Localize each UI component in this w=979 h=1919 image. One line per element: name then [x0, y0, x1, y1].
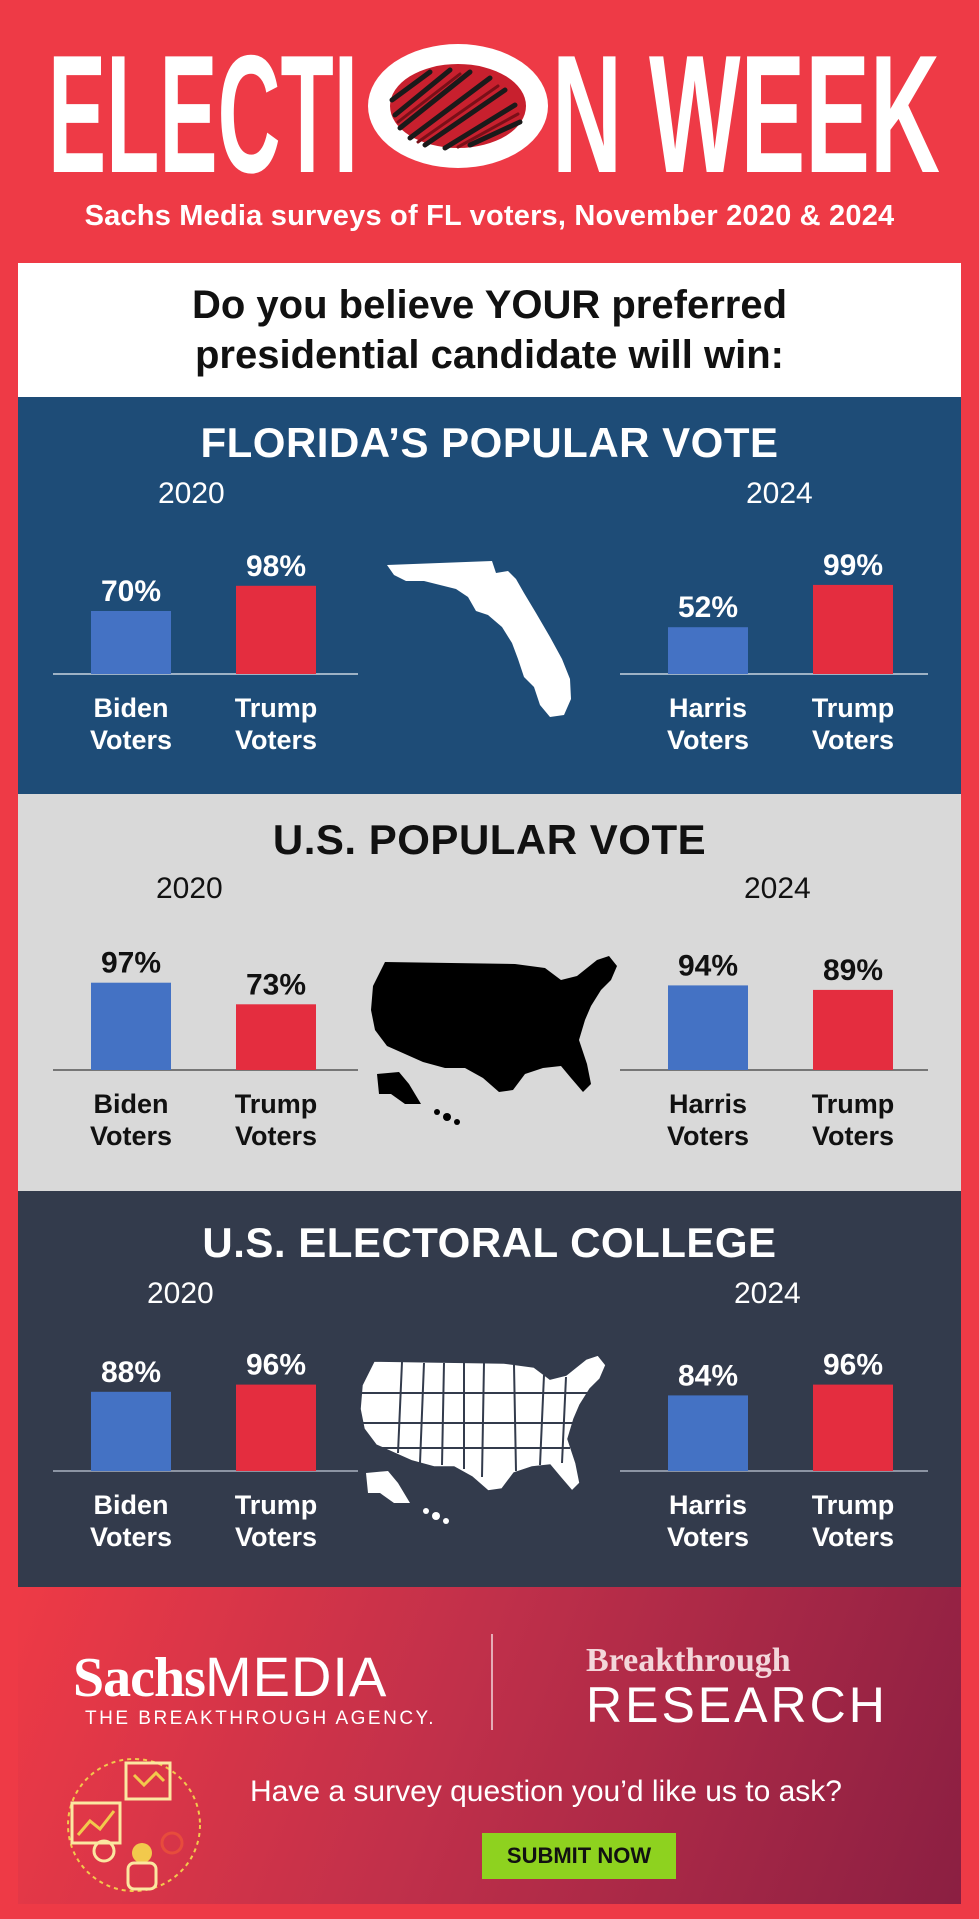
- breakthrough-research-logo: Breakthrough RESEARCH: [586, 1642, 888, 1734]
- brand-tagline: THE BREAKTHROUGH AGENCY.: [85, 1708, 437, 1729]
- category-label: Voters: [90, 1522, 172, 1552]
- scribble-icon: [389, 64, 526, 151]
- category-label: Trump: [235, 1490, 318, 1520]
- bar-2024-trump-voters: [813, 989, 893, 1070]
- year-label-left: 2020: [158, 477, 225, 510]
- year-label-left: 2020: [147, 1277, 214, 1310]
- year-label-right: 2024: [744, 872, 811, 905]
- year-label-left: 2020: [156, 872, 223, 905]
- header: ELECTI N WEEK Sachs Media surveys of FL …: [0, 0, 979, 262]
- usa-map-icon: [371, 956, 617, 1125]
- brand-light: MEDIA: [204, 1645, 388, 1708]
- category-label: Voters: [90, 725, 172, 755]
- category-label: Voters: [812, 725, 894, 755]
- usa-states-map-icon: [359, 1354, 607, 1524]
- data-label: 98%: [246, 550, 306, 583]
- data-label: 96%: [246, 1349, 306, 1382]
- section-us-electoral-college: U.S. ELECTORAL COLLEGE 2020 2024 88% Bide…: [18, 1191, 961, 1587]
- category-label: Biden: [93, 1490, 168, 1520]
- section-us-popular-vote: U.S. POPULAR VOTE 2020 2024 97% Biden Vote…: [18, 794, 961, 1191]
- bar-2020-biden-voters: [91, 611, 171, 674]
- page-title: ELECTI N WEEK: [0, 20, 979, 208]
- data-label: 96%: [823, 1349, 883, 1382]
- data-label: 84%: [678, 1359, 738, 1392]
- data-label: 52%: [678, 591, 738, 624]
- category-label: Voters: [812, 1121, 894, 1151]
- bar-2024-trump-voters: [813, 584, 893, 674]
- logo-divider: [491, 1634, 493, 1730]
- bar-2020-biden-voters: [91, 982, 171, 1070]
- data-label: 94%: [678, 949, 738, 982]
- category-label: Voters: [812, 1522, 894, 1552]
- sachs-media-logo: SachsMEDIA THE BREAKTHROUGH AGENCY.: [73, 1644, 436, 1730]
- category-label: Voters: [667, 725, 749, 755]
- category-label: Trump: [812, 1490, 895, 1520]
- bar-2020-trump-voters: [236, 1004, 316, 1070]
- bar-2024-harris-voters: [668, 627, 748, 674]
- category-label: Harris: [669, 1089, 747, 1119]
- submit-now-button[interactable]: SUBMIT NOW: [482, 1833, 676, 1879]
- bar-chart: 70%BidenVoters98%TrumpVoters52%HarrisVot…: [53, 549, 928, 755]
- florida-map-icon: [387, 561, 571, 717]
- data-label: 70%: [101, 575, 161, 608]
- bar-chart: 88%BidenVoters96%TrumpVoters84%HarrisVot…: [53, 1349, 928, 1552]
- bar-2024-harris-voters: [668, 985, 748, 1070]
- page-subtitle: Sachs Media surveys of FL voters, Novemb…: [84, 200, 895, 232]
- data-label: 88%: [101, 1356, 161, 1389]
- partner-line-2: RESEARCH: [586, 1677, 888, 1733]
- title-part1: ELECTI: [48, 30, 358, 190]
- brand-bold: Sachs: [73, 1647, 206, 1709]
- title-graphic: ELECTI N WEEK: [48, 20, 940, 208]
- data-label: 97%: [101, 947, 161, 980]
- survey-illustration-icon: [67, 1758, 201, 1892]
- category-label: Voters: [90, 1121, 172, 1151]
- section-title: U.S. POPULAR VOTE: [272, 816, 707, 863]
- section-florida-popular-vote: FLORIDA’S POPULAR VOTE 2020 2024 70% Bide…: [18, 397, 961, 794]
- question-line-1: Do you believe YOUR preferred: [192, 283, 787, 327]
- section-title: U.S. ELECTORAL COLLEGE: [202, 1219, 777, 1266]
- bar-2020-trump-voters: [236, 1384, 316, 1471]
- footer: SachsMEDIA THE BREAKTHROUGH AGENCY. Brea…: [18, 1587, 961, 1904]
- category-label: Trump: [812, 1089, 895, 1119]
- category-label: Voters: [235, 1121, 317, 1151]
- category-label: Biden: [93, 1089, 168, 1119]
- category-label: Biden: [93, 693, 168, 723]
- cta-text: Have a survey question you’d like us to …: [250, 1775, 842, 1808]
- category-label: Voters: [235, 1522, 317, 1552]
- bar-2020-trump-voters: [236, 585, 316, 674]
- bar-2024-harris-voters: [668, 1395, 748, 1471]
- year-label-right: 2024: [746, 477, 813, 510]
- bar-2024-trump-voters: [813, 1384, 893, 1471]
- data-label: 89%: [823, 954, 883, 987]
- category-label: Voters: [667, 1522, 749, 1552]
- survey-question: Do you believe YOUR preferred presidenti…: [18, 263, 961, 397]
- question-line-2: presidential candidate will win:: [194, 333, 784, 377]
- data-label: 73%: [246, 968, 306, 1001]
- category-label: Trump: [812, 693, 895, 723]
- data-label: 99%: [823, 549, 883, 582]
- category-label: Trump: [235, 1089, 318, 1119]
- year-label-right: 2024: [734, 1277, 801, 1310]
- partner-line-1: Breakthrough: [586, 1642, 791, 1679]
- category-label: Voters: [235, 725, 317, 755]
- category-label: Harris: [669, 1490, 747, 1520]
- category-label: Voters: [667, 1121, 749, 1151]
- bar-chart: 97%BidenVoters73%TrumpVoters94%HarrisVot…: [53, 947, 928, 1151]
- title-part2: N WEEK: [552, 30, 940, 190]
- section-title: FLORIDA’S POPULAR VOTE: [200, 419, 779, 466]
- bar-2020-biden-voters: [91, 1391, 171, 1471]
- category-label: Harris: [669, 693, 747, 723]
- category-label: Trump: [235, 693, 318, 723]
